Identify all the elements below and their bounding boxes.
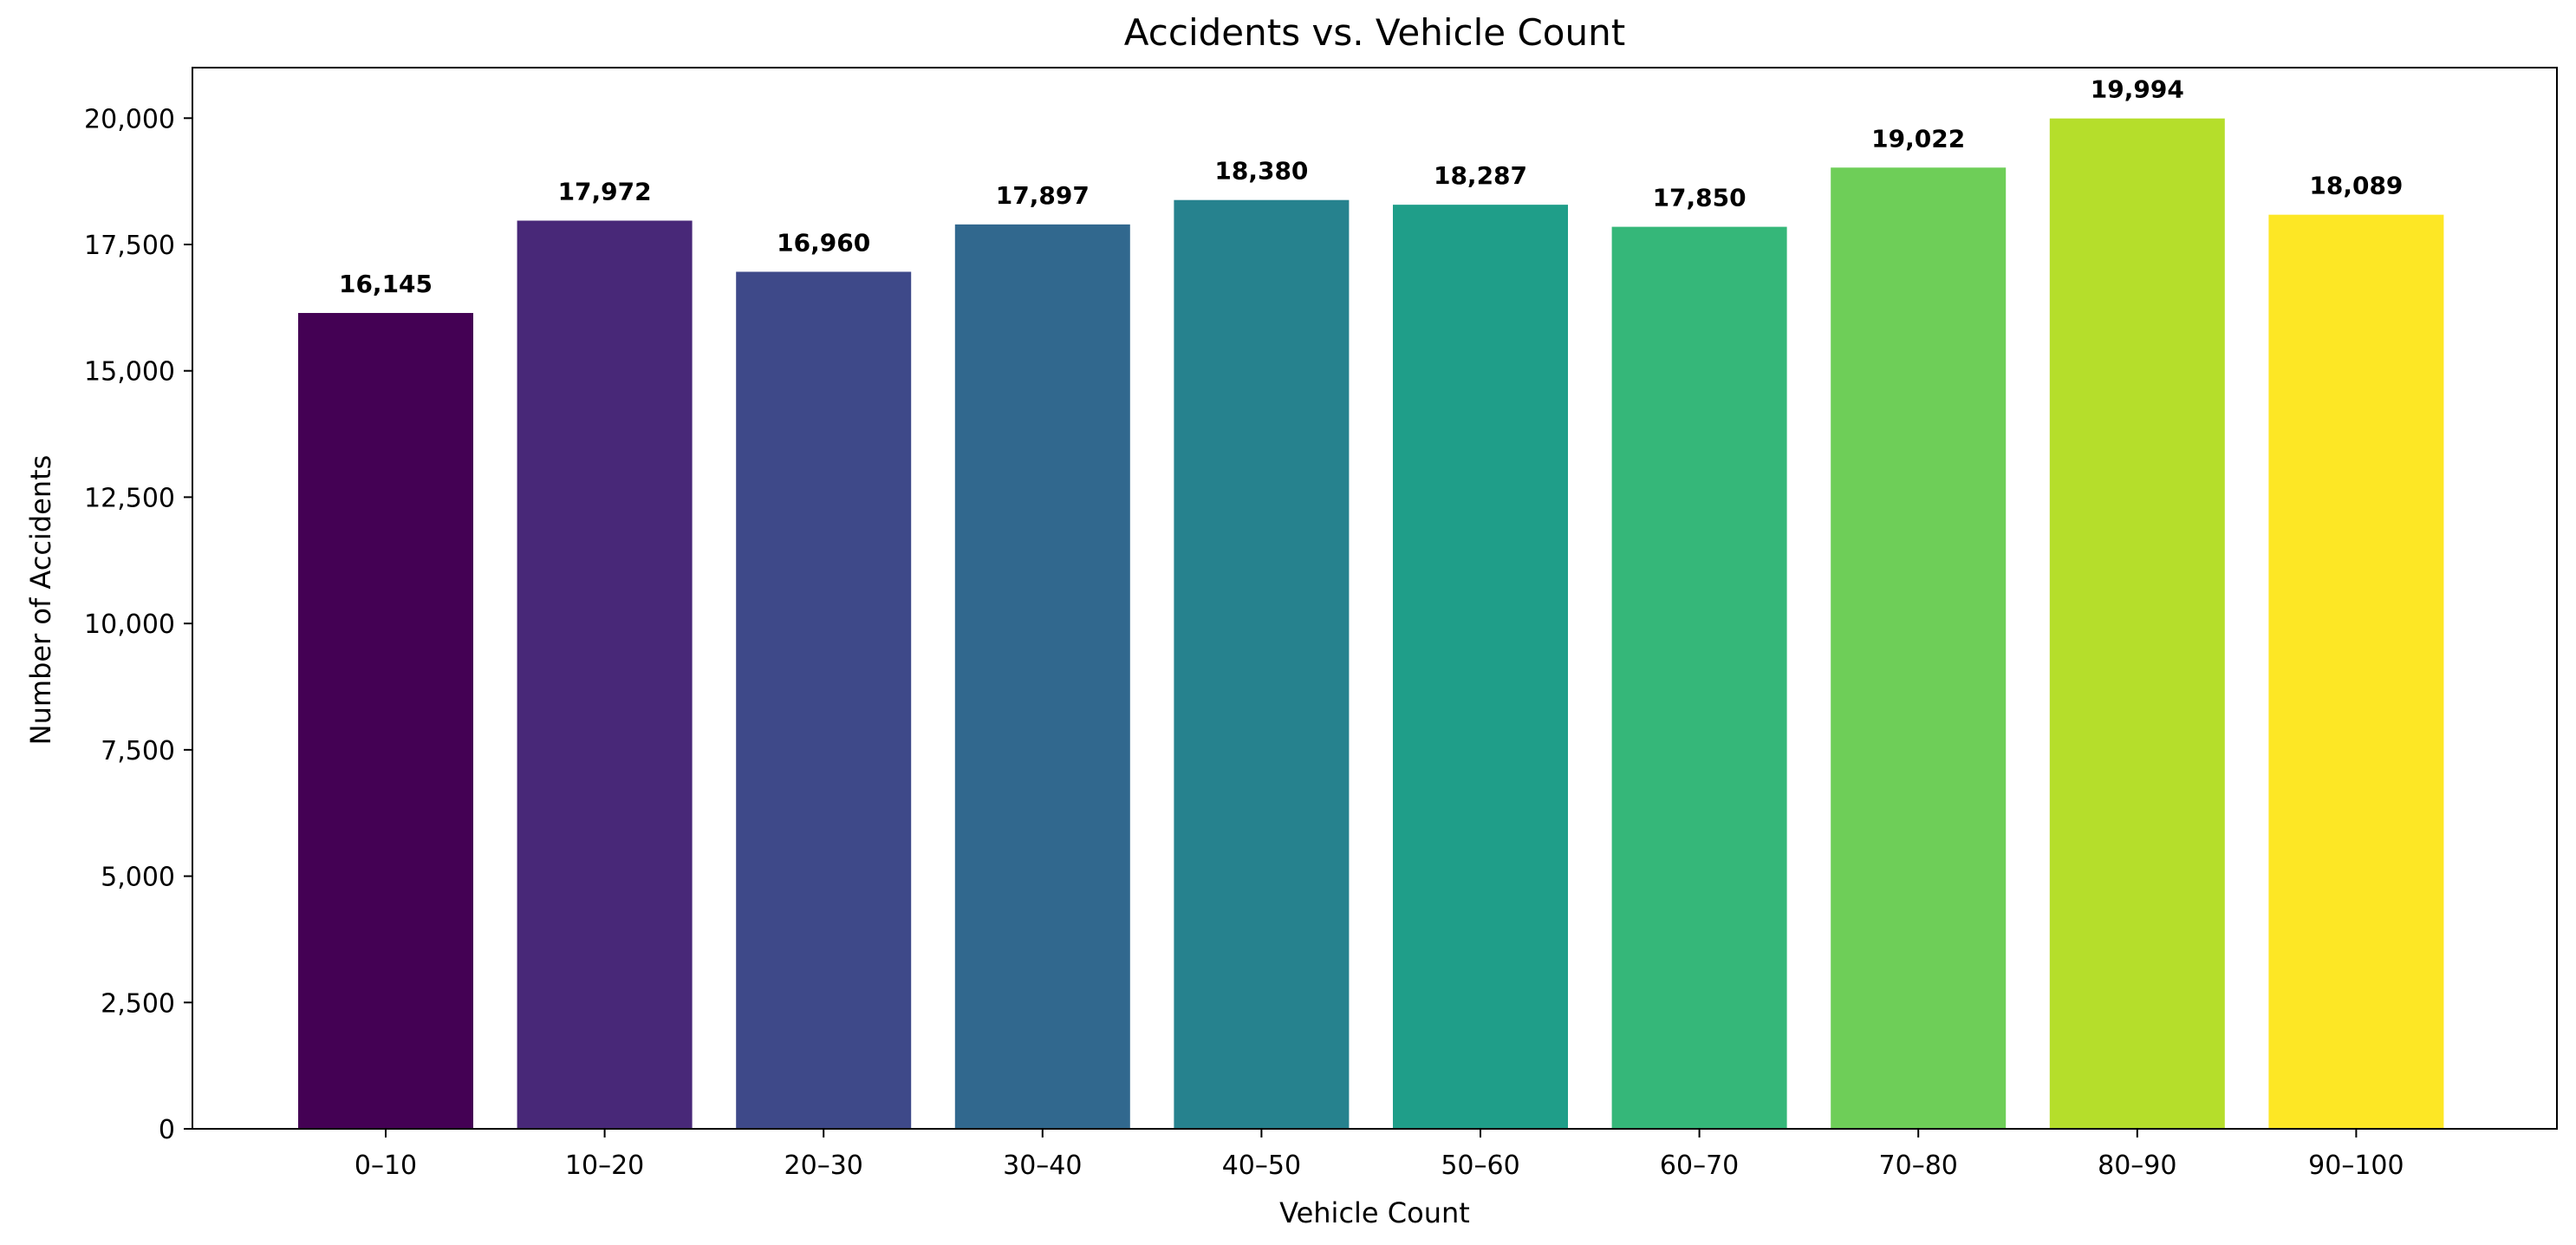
bar-9 [2268, 214, 2444, 1130]
bar-3 [954, 224, 1130, 1129]
bar-value-label-1: 17,972 [558, 177, 652, 205]
y-tick-label-5: 12,500 [84, 483, 175, 513]
y-tick-label-6: 15,000 [84, 357, 175, 388]
y-tick-label-3: 7,500 [101, 736, 175, 766]
y-tick-label-7: 17,500 [84, 231, 175, 261]
y-tick-label-2: 5,000 [101, 863, 175, 893]
bar-value-label-2: 16,960 [777, 228, 870, 257]
bar-value-label-5: 18,287 [1434, 161, 1527, 190]
x-tick-label-3: 30–40 [1003, 1150, 1082, 1181]
x-tick-label-7: 70–80 [1879, 1150, 1958, 1181]
bar-value-label-8: 19,994 [2091, 75, 2184, 104]
x-axis-label: Vehicle Count [1279, 1196, 1470, 1229]
x-tick-label-4: 40–50 [1222, 1150, 1301, 1181]
y-tick-label-8: 20,000 [84, 104, 175, 134]
bar-value-label-4: 18,380 [1214, 157, 1308, 186]
bar-value-label-6: 17,850 [1653, 184, 1747, 212]
x-tick-label-8: 80–90 [2098, 1150, 2176, 1181]
y-axis-label: Number of Accidents [24, 455, 57, 746]
y-tick-label-0: 0 [159, 1115, 175, 1145]
chart-title: Accidents vs. Vehicle Count [1124, 11, 1625, 54]
x-tick-label-9: 90–100 [2308, 1150, 2404, 1181]
bar-value-label-7: 19,022 [1871, 124, 1965, 153]
x-tick-label-0: 0–10 [355, 1150, 417, 1181]
plot-area: 16,145 0–10 17,972 10–20 16,960 20–30 17,897 30… [84, 67, 2558, 1181]
bar-8 [2049, 118, 2225, 1130]
x-tick-label-6: 60–70 [1660, 1150, 1739, 1181]
plot-frame [192, 67, 2558, 1130]
y-tick-label-1: 2,500 [101, 988, 175, 1019]
bar-2 [736, 271, 912, 1130]
bar-4 [1174, 199, 1350, 1129]
x-tick-label-5: 50–60 [1441, 1150, 1519, 1181]
bar-value-label-9: 18,089 [2309, 172, 2403, 200]
y-tick-label-4: 10,000 [84, 609, 175, 640]
x-tick-label-1: 10–20 [565, 1150, 644, 1181]
bar-value-label-0: 16,145 [339, 270, 433, 298]
bar-1 [517, 220, 693, 1129]
bar-0 [298, 312, 473, 1129]
bar-5 [1393, 205, 1568, 1129]
bar-value-label-3: 17,897 [996, 181, 1090, 210]
bar-7 [1831, 167, 2007, 1129]
x-tick-label-2: 20–30 [784, 1150, 863, 1181]
bar-6 [1611, 226, 1787, 1130]
